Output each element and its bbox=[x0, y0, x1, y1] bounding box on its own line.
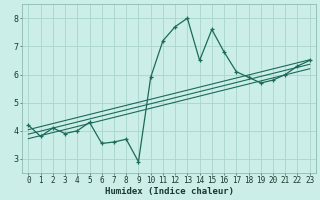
X-axis label: Humidex (Indice chaleur): Humidex (Indice chaleur) bbox=[105, 187, 234, 196]
